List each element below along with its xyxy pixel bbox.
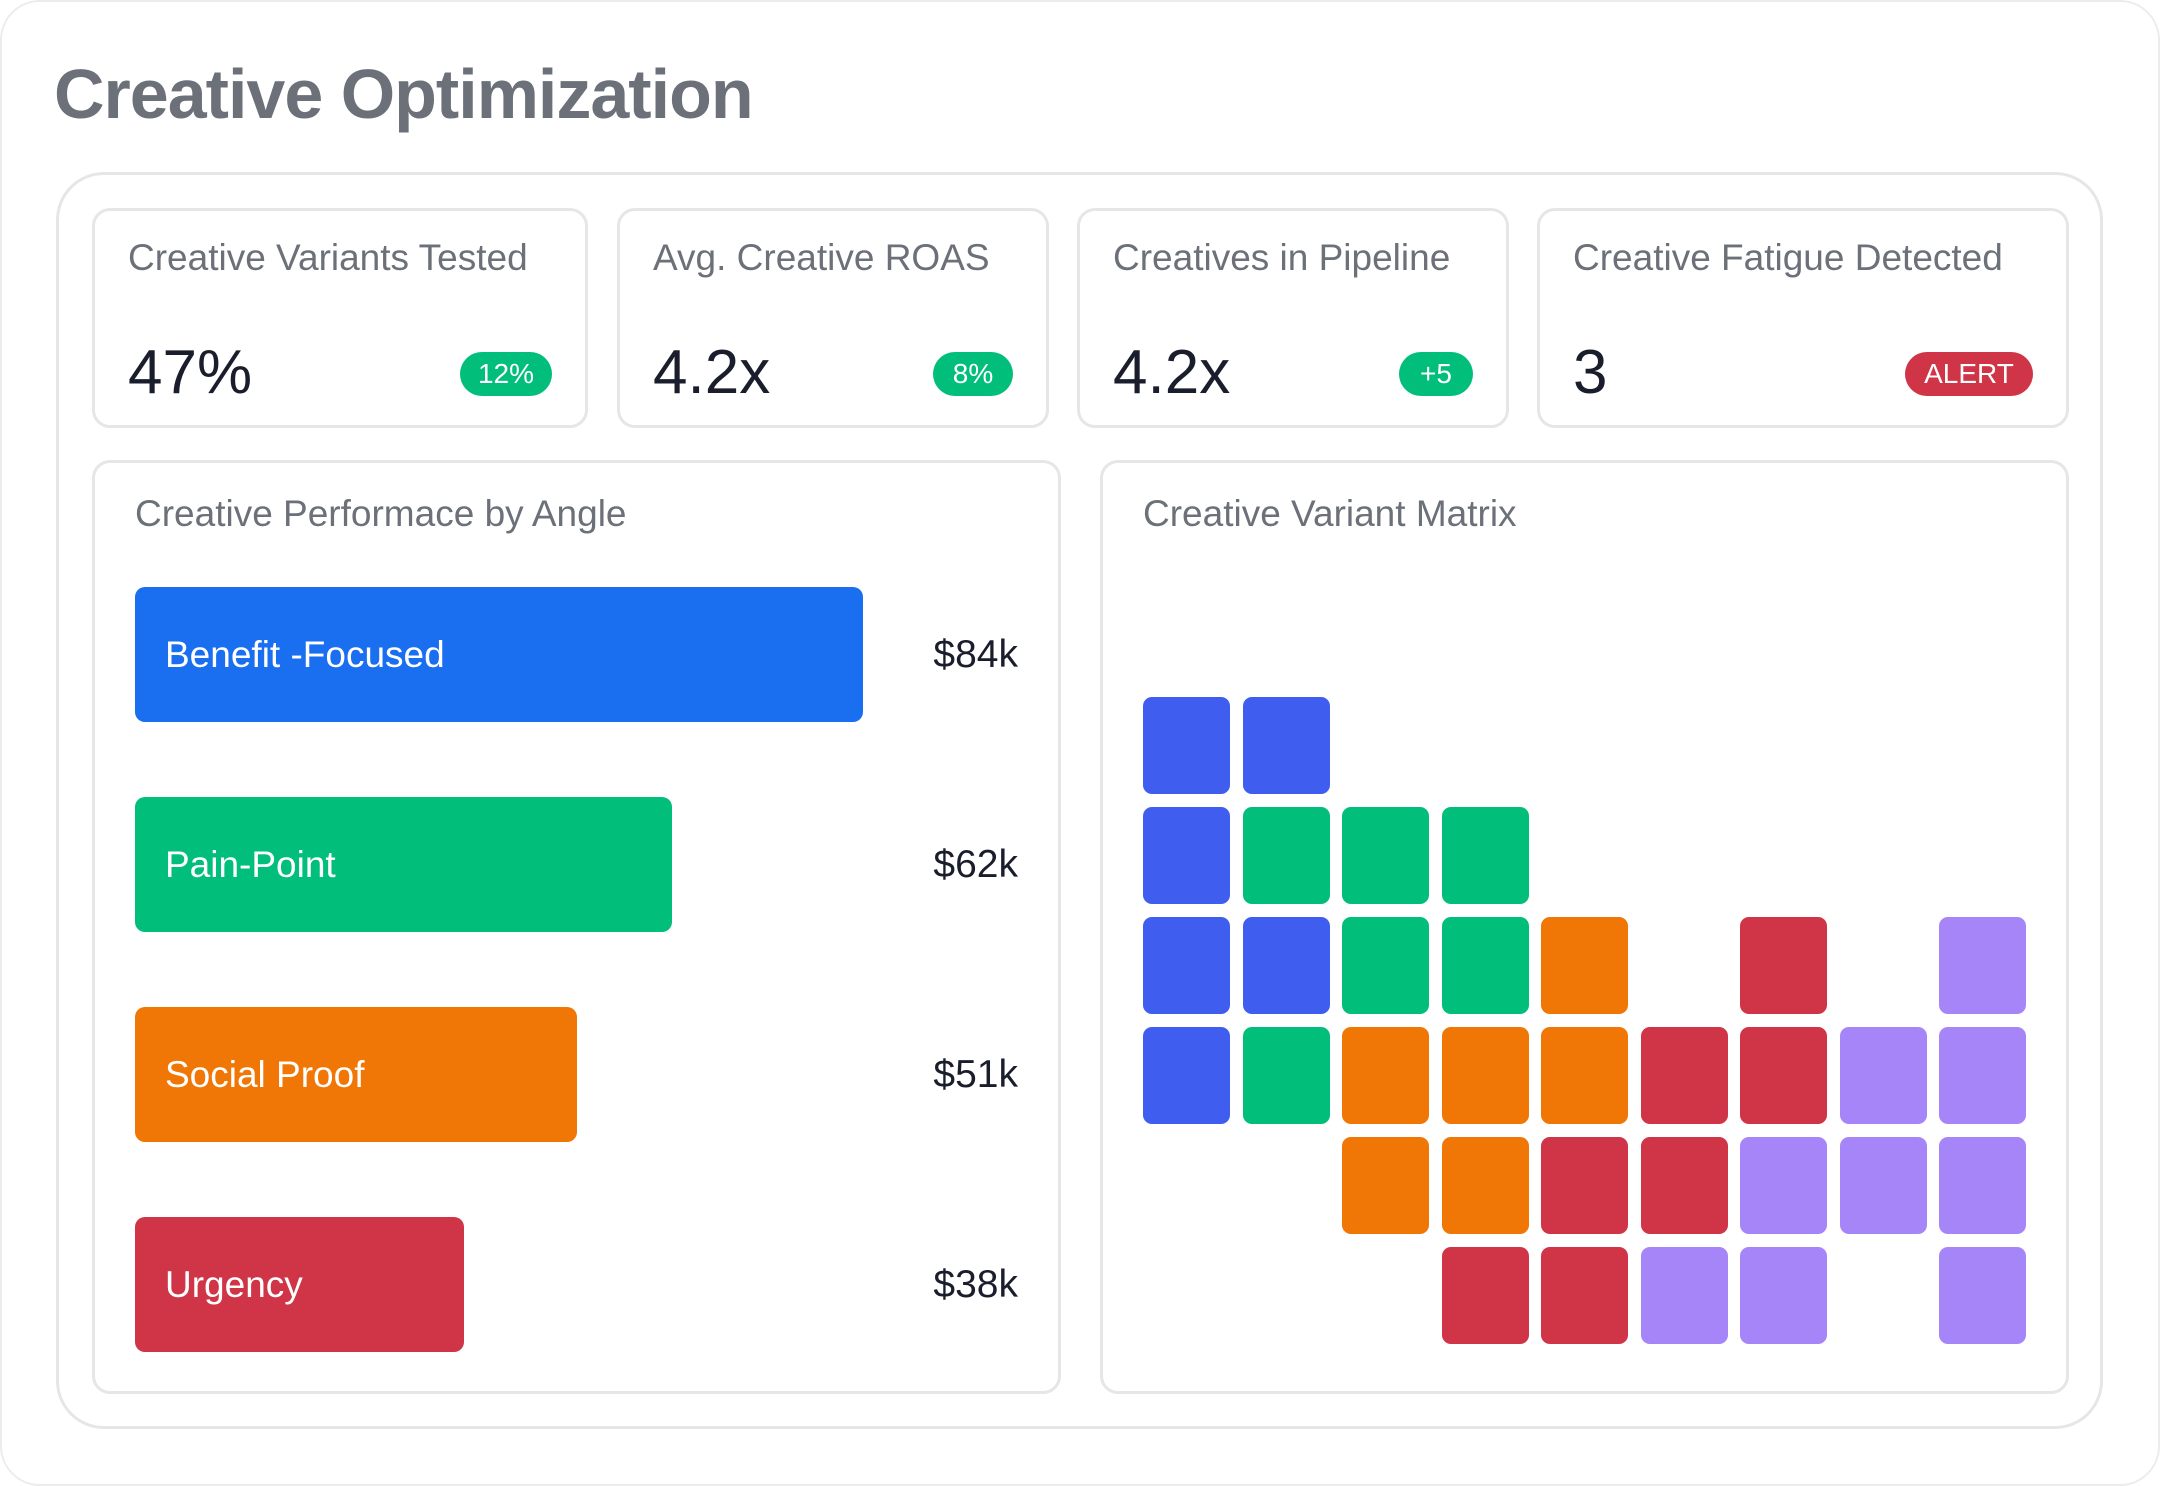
matrix-cell — [1243, 917, 1330, 1014]
matrix-cell — [1641, 1137, 1728, 1234]
kpi-label: Creative Variants Tested — [128, 237, 528, 278]
matrix-cell — [1143, 807, 1230, 904]
bar-value-label: $62k — [933, 843, 1018, 886]
alert-badge: ALERT — [1905, 352, 2033, 396]
matrix-cell — [1143, 1027, 1230, 1124]
kpi-label: Avg. Creative ROAS — [653, 237, 990, 278]
matrix-cell — [1840, 1137, 1927, 1234]
matrix-cell — [1740, 917, 1827, 1014]
matrix-cell — [1342, 1137, 1429, 1234]
panel-title: Creative Variant Matrix — [1143, 493, 1517, 534]
kpi-value: 3 — [1573, 338, 1608, 407]
kpi-badge: 12% — [460, 352, 552, 396]
matrix-cell — [1541, 1247, 1628, 1344]
panel-title: Creative Performace by Angle — [135, 493, 627, 534]
matrix-cell — [1740, 1247, 1827, 1344]
page-title: Creative Optimization — [54, 55, 754, 133]
matrix-cell — [1939, 1247, 2026, 1344]
matrix-cell — [1939, 917, 2026, 1014]
matrix-cell — [1740, 1137, 1827, 1234]
matrix-cell — [1342, 807, 1429, 904]
performance-panel: Creative Performace by Angle Benefit -Fo… — [92, 460, 1061, 1394]
matrix-cell — [1541, 1027, 1628, 1124]
matrix-cell — [1541, 917, 1628, 1014]
kpi-value: 4.2x — [1113, 338, 1231, 407]
matrix-cell — [1641, 1027, 1728, 1124]
matrix-cell — [1342, 1027, 1429, 1124]
bar-label: Pain-Point — [165, 844, 336, 885]
matrix-cell — [1143, 697, 1230, 794]
bar-value-label: $51k — [933, 1053, 1018, 1096]
bar-value-label: $38k — [933, 1263, 1018, 1306]
kpi-badge: 8% — [933, 352, 1013, 396]
bar-pain-point: Pain-Point — [135, 797, 672, 932]
kpi-card-variants-tested: Creative Variants Tested 47% 12% — [92, 208, 588, 428]
matrix-cell — [1740, 1027, 1827, 1124]
bar-social-proof: Social Proof — [135, 1007, 577, 1142]
kpi-value: 47% — [128, 338, 253, 407]
matrix-cell — [1641, 1247, 1728, 1344]
matrix-cell — [1143, 917, 1230, 1014]
kpi-badge: +5 — [1399, 352, 1473, 396]
matrix-cell — [1939, 1027, 2026, 1124]
matrix-panel: Creative Variant Matrix — [1100, 460, 2069, 1394]
matrix-cell — [1342, 917, 1429, 1014]
kpi-label: Creatives in Pipeline — [1113, 237, 1451, 278]
bar-label: Benefit -Focused — [165, 634, 445, 675]
matrix-cell — [1243, 697, 1330, 794]
kpi-card-avg-roas: Avg. Creative ROAS 4.2x 8% — [617, 208, 1049, 428]
matrix-cell — [1442, 1027, 1529, 1124]
matrix-cell — [1243, 807, 1330, 904]
matrix-cell — [1939, 1137, 2026, 1234]
matrix-cell — [1442, 1137, 1529, 1234]
matrix-cell — [1840, 1027, 1927, 1124]
kpi-card-fatigue: Creative Fatigue Detected 3 ALERT — [1537, 208, 2069, 428]
matrix-cell — [1541, 1137, 1628, 1234]
kpi-value: 4.2x — [653, 338, 771, 407]
bar-urgency: Urgency — [135, 1217, 464, 1352]
bar-label: Social Proof — [165, 1054, 365, 1095]
bar-label: Urgency — [165, 1264, 303, 1305]
bar-benefit-focused: Benefit -Focused — [135, 587, 863, 722]
matrix-cell — [1243, 1027, 1330, 1124]
matrix-cell — [1442, 1247, 1529, 1344]
bar-value-label: $84k — [933, 633, 1018, 676]
matrix-cell — [1442, 917, 1529, 1014]
kpi-label: Creative Fatigue Detected — [1573, 237, 2003, 278]
matrix-cell — [1442, 807, 1529, 904]
kpi-card-pipeline: Creatives in Pipeline 4.2x +5 — [1077, 208, 1509, 428]
